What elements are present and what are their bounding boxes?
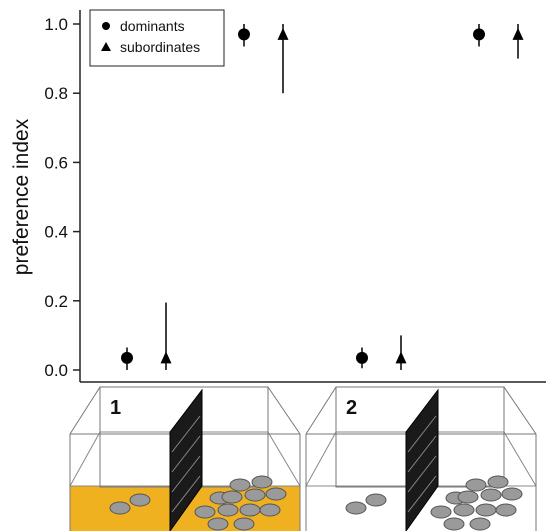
panel-number-2: 2 bbox=[346, 397, 357, 419]
y-tick-label: 0.2 bbox=[44, 292, 68, 311]
legend-dominants-label: dominants bbox=[120, 18, 185, 34]
dominants-point-4 bbox=[473, 28, 485, 41]
arena-2-divider bbox=[405, 388, 439, 531]
y-ticks: 0.0 0.2 0.4 0.6 0.8 1.0 bbox=[44, 15, 80, 380]
subordinates-point-3 bbox=[395, 351, 407, 364]
arena-illustration-1: 1 bbox=[69, 386, 301, 531]
legend-dominants-marker bbox=[102, 22, 110, 30]
arena-1-edge bbox=[69, 386, 101, 435]
arena-1-divider bbox=[169, 388, 203, 531]
chart-area: 0.0 0.2 0.4 0.6 0.8 1.0 preference index domi… bbox=[10, 9, 546, 383]
y-tick-label: 0.4 bbox=[44, 223, 68, 242]
data-marks bbox=[121, 24, 524, 370]
arena-1-divider-stripes bbox=[171, 415, 201, 513]
y-tick-label: 0.8 bbox=[44, 84, 68, 103]
y-tick-label: 1.0 bbox=[44, 15, 68, 34]
subordinates-point-4 bbox=[512, 27, 524, 40]
subordinates-point-1 bbox=[160, 351, 172, 364]
legend-subordinates-marker bbox=[101, 42, 111, 51]
y-tick-label: 0.0 bbox=[44, 361, 68, 380]
subordinates-point-2 bbox=[277, 27, 289, 40]
arena-1-edge bbox=[267, 386, 301, 435]
dominants-point-2 bbox=[238, 28, 250, 41]
legend: dominants subordinates bbox=[89, 9, 225, 67]
arena-1-stones bbox=[109, 475, 287, 531]
legend-box bbox=[89, 9, 225, 67]
panel-number-1: 1 bbox=[110, 397, 121, 419]
arena-2-stones bbox=[345, 475, 523, 531]
dominants-point-3 bbox=[356, 351, 368, 364]
legend-subordinates-label: subordinates bbox=[120, 39, 200, 55]
arena-illustration-2: 2 bbox=[305, 386, 537, 531]
arena-2-divider-stripes bbox=[407, 415, 437, 513]
y-axis-title: preference index bbox=[10, 118, 33, 275]
arena-2-edge bbox=[305, 386, 337, 435]
dominants-point-1 bbox=[121, 351, 133, 364]
arena-2-edge bbox=[503, 386, 537, 435]
y-tick-label: 0.6 bbox=[44, 153, 68, 172]
